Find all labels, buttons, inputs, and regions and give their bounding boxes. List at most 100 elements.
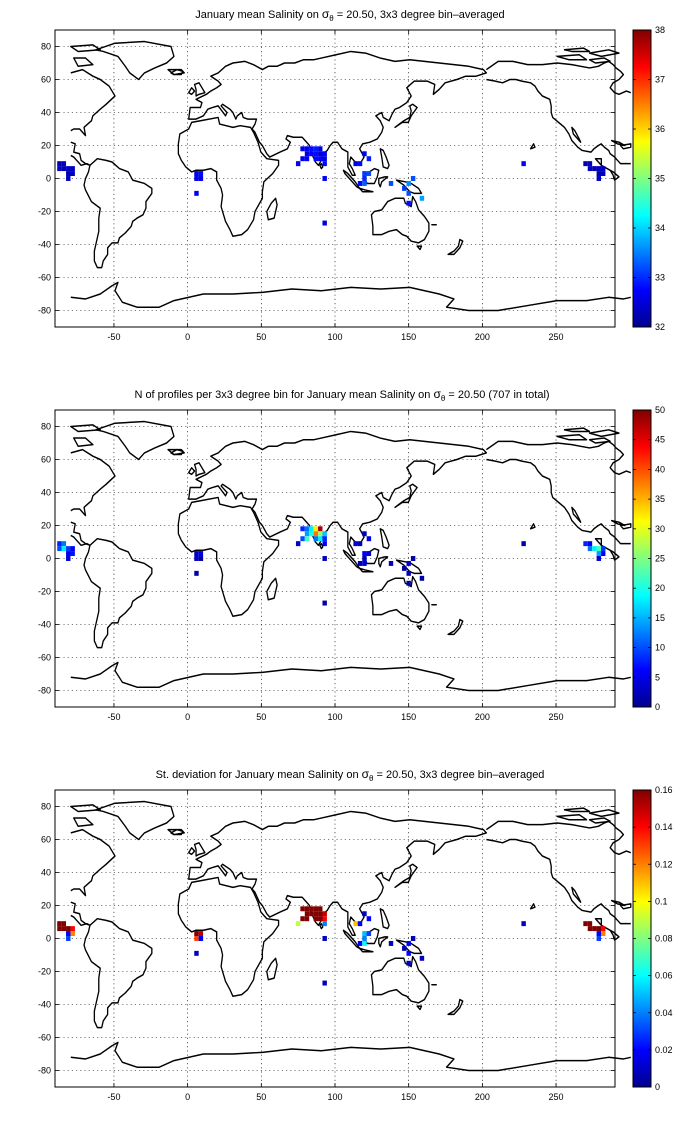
- data-cell: [304, 536, 310, 542]
- data-cell: [57, 161, 62, 167]
- data-cell: [318, 151, 323, 157]
- data-cell: [406, 570, 411, 576]
- x-tick-label: 100: [327, 332, 342, 342]
- data-cell: [596, 546, 601, 552]
- data-cells: [57, 526, 606, 606]
- data-cell: [300, 526, 305, 532]
- x-tick-label: 250: [549, 1092, 564, 1102]
- data-cell: [61, 926, 67, 932]
- data-cell: [388, 560, 394, 566]
- data-cell: [592, 166, 597, 172]
- data-cell: [406, 960, 411, 966]
- colorbar-tick-label: 10: [655, 643, 665, 653]
- data-cell: [309, 151, 314, 157]
- panel-3-title: St. deviation for January mean Salinity …: [156, 767, 545, 783]
- data-cell: [353, 161, 358, 167]
- data-cell: [295, 161, 301, 167]
- data-cell: [61, 541, 67, 547]
- data-cell: [309, 911, 314, 917]
- data-cell: [596, 926, 601, 932]
- colorbar-tick-label: 0.08: [655, 934, 673, 944]
- axis-ticks: -50 0 50 100 150 200 250 -80 -60 -40 -20 0 20 40 60 80: [38, 790, 615, 1102]
- data-cell: [353, 541, 358, 547]
- data-cell: [198, 931, 204, 937]
- colorbar-tick-label: 0: [655, 702, 660, 712]
- colorbar-ticks: 0 0.02 0.04 0.06 0.08 0.1 0.12 0.14 0.16: [633, 785, 673, 1092]
- data-cell: [61, 161, 67, 167]
- data-cell: [362, 936, 367, 941]
- data-cell: [596, 936, 601, 941]
- colorbar-tick-label: 0.1: [655, 896, 668, 906]
- data-cell: [366, 551, 372, 557]
- data-cell: [587, 161, 593, 167]
- title-sigma: σ: [322, 7, 330, 21]
- data-cell: [596, 176, 601, 181]
- data-cell: [406, 950, 411, 956]
- gridlines: [55, 790, 615, 1087]
- data-cell: [322, 531, 327, 537]
- data-cell: [70, 926, 75, 932]
- data-cell: [410, 556, 416, 561]
- data-cell: [587, 541, 593, 547]
- x-tick-label: 200: [475, 332, 490, 342]
- data-cell: [61, 166, 67, 172]
- data-cell: [57, 541, 62, 547]
- title-sigma: σ: [433, 387, 441, 401]
- data-cell: [322, 980, 327, 986]
- title-subscript: θ: [369, 774, 374, 783]
- data-cell: [402, 185, 407, 191]
- data-cell: [322, 151, 327, 157]
- data-cell: [57, 921, 62, 927]
- data-cell: [601, 931, 606, 937]
- data-cell: [194, 570, 199, 576]
- data-cell: [592, 546, 597, 552]
- data-cell: [309, 906, 314, 912]
- data-cell: [198, 176, 204, 181]
- title-part: N of profiles per 3x3 degree bin for Jan…: [134, 389, 433, 401]
- data-cell: [70, 166, 75, 172]
- panel-1-title: January mean Salinity on σθ = 20.50, 3x3…: [195, 7, 504, 23]
- data-cell: [419, 195, 425, 201]
- data-cell: [521, 921, 526, 927]
- data-cell: [366, 171, 372, 177]
- y-tick-label: 60: [41, 835, 51, 845]
- data-cell: [313, 526, 319, 532]
- x-tick-label: 150: [401, 712, 416, 722]
- data-cell: [304, 151, 310, 157]
- data-cell: [66, 166, 71, 172]
- panel-1: January mean Salinity on σθ = 20.50, 3x3…: [38, 7, 665, 342]
- data-cell: [601, 546, 606, 552]
- data-cell: [309, 526, 314, 532]
- colorbar-ticks: 0 5 10 15 20 25 30 35 40 45 50: [633, 405, 665, 712]
- data-cell: [362, 911, 367, 917]
- title-subscript: θ: [329, 14, 334, 23]
- data-cell: [357, 161, 363, 167]
- data-cell: [587, 926, 593, 932]
- colorbar-tick-label: 0.14: [655, 822, 673, 832]
- data-cell: [322, 161, 327, 167]
- y-tick-label: 0: [46, 554, 51, 564]
- x-tick-label: -50: [107, 712, 120, 722]
- x-tick-label: 200: [475, 712, 490, 722]
- y-tick-label: -20: [38, 207, 51, 217]
- x-tick-label: 150: [401, 332, 416, 342]
- data-cell: [596, 556, 601, 561]
- colorbar-tick-label: 0.12: [655, 859, 673, 869]
- data-cell: [587, 921, 593, 927]
- data-cell: [300, 906, 305, 912]
- data-cell: [402, 565, 407, 571]
- colorbar-tick-label: 32: [655, 322, 665, 332]
- y-tick-label: 0: [46, 174, 51, 184]
- title-part: January mean Salinity on: [195, 9, 322, 21]
- data-cell: [300, 146, 305, 152]
- data-cell: [596, 551, 601, 557]
- title-subscript: θ: [441, 394, 446, 403]
- data-cell: [198, 556, 204, 561]
- data-cell: [322, 600, 327, 606]
- title-part: = 20.50 (707 in total): [445, 389, 549, 401]
- data-cell: [304, 916, 310, 922]
- data-cell: [583, 921, 588, 927]
- data-cell: [322, 556, 327, 561]
- data-cell: [366, 536, 372, 542]
- data-cell: [601, 551, 606, 557]
